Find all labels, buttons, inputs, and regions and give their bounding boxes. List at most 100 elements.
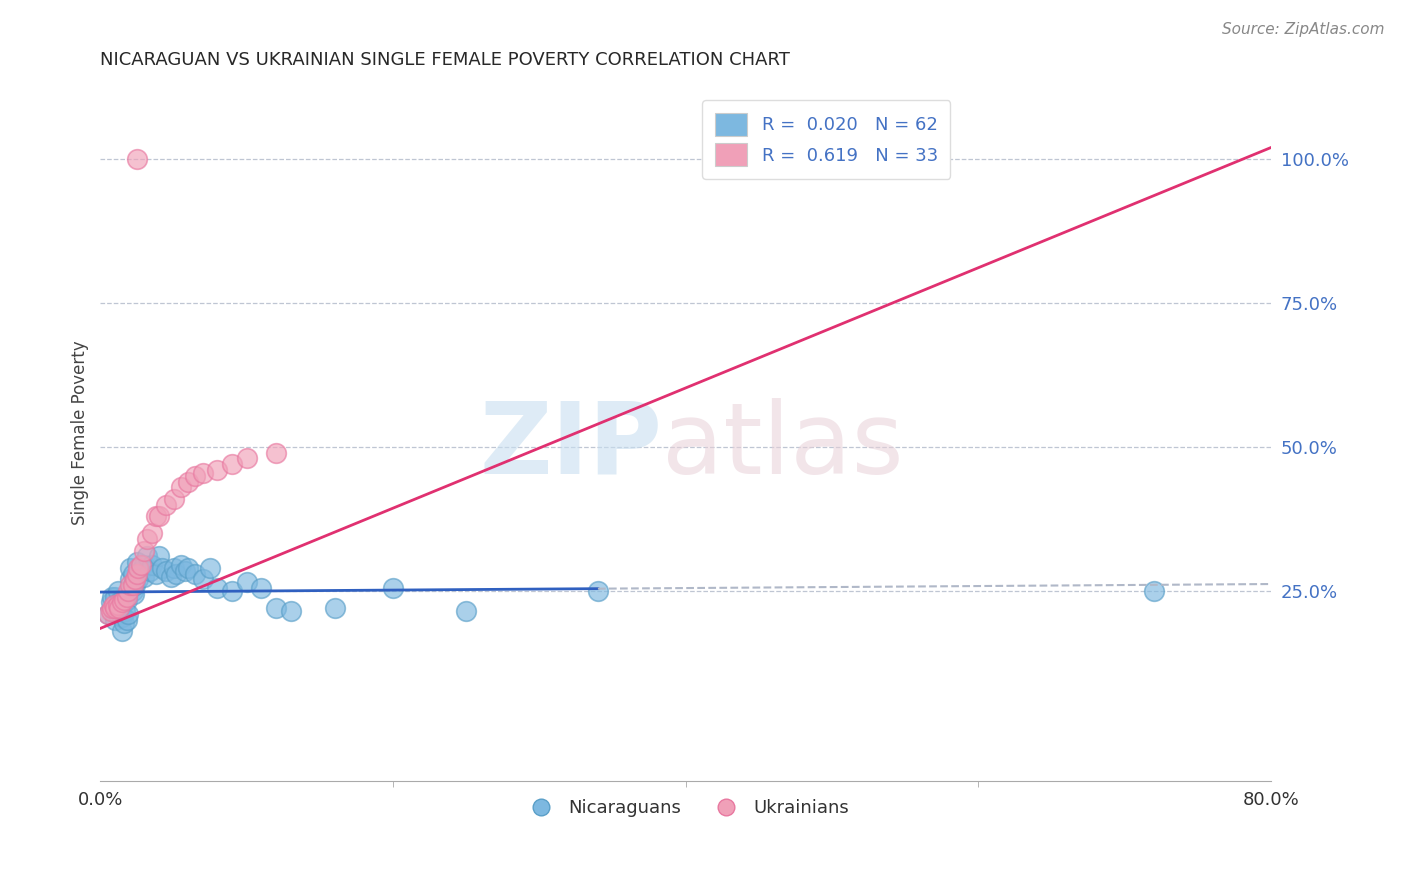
Point bbox=[250, 581, 273, 595]
Point bbox=[221, 457, 243, 471]
Point bbox=[127, 573, 149, 587]
Point bbox=[264, 446, 287, 460]
Point bbox=[100, 604, 122, 618]
Point bbox=[111, 624, 134, 639]
Point bbox=[124, 578, 146, 592]
Point bbox=[108, 604, 131, 618]
Point bbox=[104, 601, 127, 615]
Point bbox=[101, 590, 124, 604]
Point bbox=[235, 451, 257, 466]
Point bbox=[111, 595, 134, 609]
Point bbox=[118, 578, 141, 592]
Point bbox=[141, 558, 163, 572]
Point bbox=[264, 601, 287, 615]
Point bbox=[110, 607, 132, 621]
Point bbox=[141, 526, 163, 541]
Point bbox=[148, 549, 170, 564]
Point bbox=[115, 590, 138, 604]
Point bbox=[136, 532, 159, 546]
Point bbox=[118, 573, 141, 587]
Point bbox=[112, 615, 135, 630]
Point bbox=[131, 564, 153, 578]
Point bbox=[170, 558, 193, 572]
Point bbox=[107, 599, 129, 613]
Point bbox=[131, 558, 153, 572]
Point bbox=[108, 601, 131, 615]
Point bbox=[184, 468, 207, 483]
Point bbox=[124, 573, 146, 587]
Point bbox=[191, 573, 214, 587]
Point bbox=[114, 604, 136, 618]
Point bbox=[118, 561, 141, 575]
Point bbox=[586, 583, 609, 598]
Text: ZIP: ZIP bbox=[479, 398, 662, 495]
Point bbox=[117, 607, 139, 621]
Point bbox=[177, 561, 200, 575]
Point bbox=[198, 561, 221, 575]
Point bbox=[125, 555, 148, 569]
Point bbox=[155, 564, 177, 578]
Legend: Nicaraguans, Ukrainians: Nicaraguans, Ukrainians bbox=[516, 792, 856, 824]
Point bbox=[108, 595, 131, 609]
Point bbox=[155, 498, 177, 512]
Point bbox=[105, 601, 128, 615]
Point bbox=[111, 599, 134, 613]
Point bbox=[456, 604, 478, 618]
Point bbox=[134, 558, 156, 572]
Point bbox=[100, 595, 122, 609]
Y-axis label: Single Female Poverty: Single Female Poverty bbox=[72, 340, 89, 524]
Point bbox=[125, 152, 148, 166]
Point bbox=[162, 561, 184, 575]
Point bbox=[382, 581, 405, 595]
Point bbox=[107, 607, 129, 621]
Point bbox=[127, 561, 149, 575]
Point bbox=[122, 575, 145, 590]
Point bbox=[280, 604, 302, 618]
Point bbox=[148, 509, 170, 524]
Point bbox=[145, 566, 167, 581]
Point bbox=[235, 575, 257, 590]
Point bbox=[207, 463, 229, 477]
Point bbox=[120, 581, 142, 595]
Point bbox=[174, 564, 197, 578]
Point bbox=[97, 607, 120, 621]
Point bbox=[1143, 583, 1166, 598]
Point bbox=[191, 466, 214, 480]
Point bbox=[207, 581, 229, 595]
Point bbox=[112, 592, 135, 607]
Point bbox=[323, 601, 346, 615]
Point bbox=[104, 613, 127, 627]
Point bbox=[103, 599, 125, 613]
Point bbox=[97, 607, 120, 621]
Point bbox=[170, 480, 193, 494]
Point bbox=[121, 583, 143, 598]
Text: atlas: atlas bbox=[662, 398, 904, 495]
Point bbox=[104, 590, 127, 604]
Point bbox=[145, 509, 167, 524]
Point bbox=[150, 561, 173, 575]
Point bbox=[125, 566, 148, 581]
Point bbox=[139, 564, 162, 578]
Point bbox=[121, 578, 143, 592]
Point bbox=[122, 587, 145, 601]
Point bbox=[112, 595, 135, 609]
Point bbox=[184, 566, 207, 581]
Point bbox=[111, 610, 134, 624]
Point bbox=[117, 583, 139, 598]
Point bbox=[107, 583, 129, 598]
Point bbox=[115, 613, 138, 627]
Point bbox=[134, 569, 156, 583]
Point bbox=[103, 604, 125, 618]
Point bbox=[165, 566, 187, 581]
Point bbox=[159, 569, 181, 583]
Point bbox=[101, 601, 124, 615]
Text: Source: ZipAtlas.com: Source: ZipAtlas.com bbox=[1222, 22, 1385, 37]
Text: NICARAGUAN VS UKRAINIAN SINGLE FEMALE POVERTY CORRELATION CHART: NICARAGUAN VS UKRAINIAN SINGLE FEMALE PO… bbox=[100, 51, 790, 69]
Point bbox=[177, 475, 200, 489]
Point bbox=[162, 491, 184, 506]
Point bbox=[221, 583, 243, 598]
Point bbox=[115, 592, 138, 607]
Point bbox=[134, 543, 156, 558]
Point bbox=[121, 566, 143, 581]
Point bbox=[136, 549, 159, 564]
